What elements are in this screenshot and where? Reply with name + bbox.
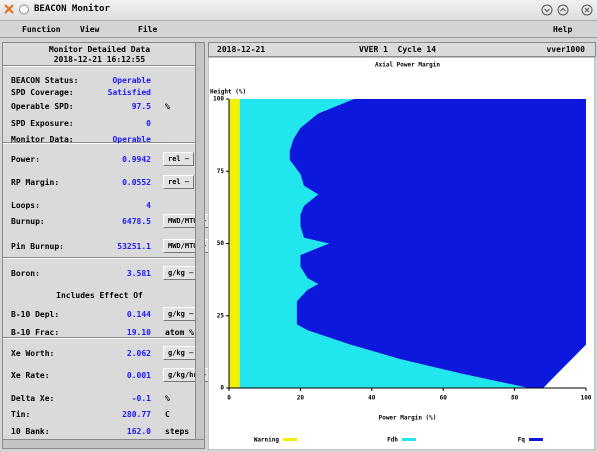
field-value: 0.0552 [122, 178, 151, 187]
x-tick-label: 0 [227, 395, 231, 402]
field-label: Pin Burnup: [11, 242, 64, 251]
legend-swatch [529, 438, 543, 441]
field-label: Xe Worth: [11, 349, 55, 358]
panel-timestamp: 2018-12-21 16:12:55 [53, 55, 146, 64]
field-value: 3.581 [126, 269, 151, 278]
y-tick-label: 0 [220, 385, 224, 392]
x-tick-label: 40 [368, 395, 376, 402]
field-value: 6478.5 [122, 217, 151, 226]
legend-label: Fdh [387, 437, 398, 444]
field-value: 97.5 [131, 102, 151, 111]
menu-item[interactable]: View [80, 25, 100, 34]
y-tick-label: 50 [217, 240, 225, 247]
x-axis-label: Power Margin (%) [379, 415, 437, 422]
header-date: 2018-12-21 [217, 45, 266, 54]
field-value: 280.77 [122, 410, 151, 419]
panel-title: Monitor Detailed Data [48, 45, 151, 54]
legend-swatch [283, 438, 297, 441]
field-label: SPD Coverage: [11, 88, 74, 97]
area-fq [289, 99, 586, 388]
x-tick-label: 60 [440, 395, 448, 402]
field-unit: steps [165, 427, 190, 436]
field-value: 0.9942 [122, 155, 151, 164]
field-label: BEACON Status: [11, 76, 79, 85]
field-value: Operable [112, 135, 151, 144]
field-value: -0.1 [131, 394, 151, 403]
menu-item[interactable]: Help [553, 25, 573, 34]
unit-dropdown[interactable]: g/kg ━ [163, 307, 199, 321]
field-label: Operable SPD: [11, 102, 74, 111]
dropdown-indicator: ━ [184, 349, 194, 357]
field-label: Monitor Data: [11, 135, 74, 144]
separator [3, 337, 196, 339]
area-fdh [239, 99, 529, 388]
area-warning [229, 99, 240, 388]
field-value: 19.10 [126, 328, 151, 337]
menu-item[interactable]: Function [22, 25, 61, 34]
field-label: SPD Exposure: [11, 119, 74, 128]
unit-dropdown[interactable]: rel ━ [163, 152, 195, 166]
window-controls[interactable] [540, 3, 594, 17]
field-label: B-10 Depl: [11, 310, 60, 319]
field-label: Loops: [11, 201, 40, 210]
field-value: 4 [146, 201, 151, 210]
field-unit: % [165, 102, 170, 111]
field-value: Satisfied [107, 88, 151, 97]
field-value: Operable [112, 76, 151, 85]
y-axis-label: Height (%) [210, 89, 246, 96]
chart-title: Axial Power Margin [375, 62, 440, 69]
field-label: Power: [11, 155, 40, 164]
chart-header: 2018-12-21 VVER 1 Cycle 14 vver1000 [208, 42, 596, 57]
window-title: BEACON Monitor [34, 4, 110, 14]
field-label: Boron: [11, 269, 40, 278]
separator [3, 142, 196, 144]
title-bar: BEACON Monitor [0, 0, 597, 21]
legend-swatch [402, 438, 416, 441]
detail-panel: Monitor Detailed Data 2018-12-21 16:12:55… [2, 42, 211, 440]
field-value: 2.062 [126, 349, 151, 358]
field-value: 0.144 [126, 310, 151, 319]
field-label: RP Margin: [11, 178, 60, 187]
dropdown-indicator: ━ [184, 310, 194, 318]
field-label: 10 Bank: [11, 427, 50, 436]
x-tick-label: 80 [511, 395, 519, 402]
x-tick-label: 100 [581, 395, 592, 402]
section-heading: Includes Effect Of [56, 291, 143, 300]
field-label: Delta Xe: [11, 394, 55, 403]
dropdown-indicator: ━ [184, 269, 194, 277]
field-unit: atom % [165, 328, 194, 337]
field-value: 162.0 [126, 427, 151, 436]
separator [3, 257, 196, 259]
y-tick-label: 75 [217, 168, 225, 175]
menu-bar: Function View File Help [0, 21, 597, 38]
header-unit: VVER 1 Cycle 14 [359, 45, 437, 54]
window-icons [4, 4, 29, 15]
field-unit: C [165, 410, 170, 419]
field-unit: % [165, 394, 170, 403]
legend-label: Warning [254, 437, 280, 444]
unit-dropdown[interactable]: g/kg ━ [163, 346, 199, 360]
field-label: Xe Rate: [11, 371, 50, 380]
field-value: 53251.1 [117, 242, 151, 251]
field-label: B-10 Frac: [11, 328, 60, 337]
unit-dropdown[interactable]: rel ━ [163, 175, 195, 189]
field-label: Tin: [11, 410, 31, 419]
chart: Axial Power Margin Height (%) Power Margin… [208, 57, 595, 450]
field-value: 0 [146, 119, 151, 128]
horizontal-scrollbar[interactable] [2, 439, 205, 449]
vertical-scrollbar[interactable] [195, 42, 205, 440]
unit-dropdown[interactable]: g/kg ━ [163, 266, 199, 280]
legend-label: Fq [518, 437, 526, 444]
header-plant: vver1000 [546, 45, 585, 54]
field-label: Burnup: [11, 217, 45, 226]
y-tick-label: 100 [213, 96, 224, 103]
separator [3, 65, 196, 67]
field-value: 0.001 [126, 371, 151, 380]
y-tick-label: 25 [217, 312, 225, 319]
x-tick-label: 20 [297, 395, 305, 402]
menu-item[interactable]: File [138, 25, 158, 34]
dropdown-indicator: ━ [180, 178, 190, 186]
dropdown-indicator: ━ [180, 155, 190, 163]
